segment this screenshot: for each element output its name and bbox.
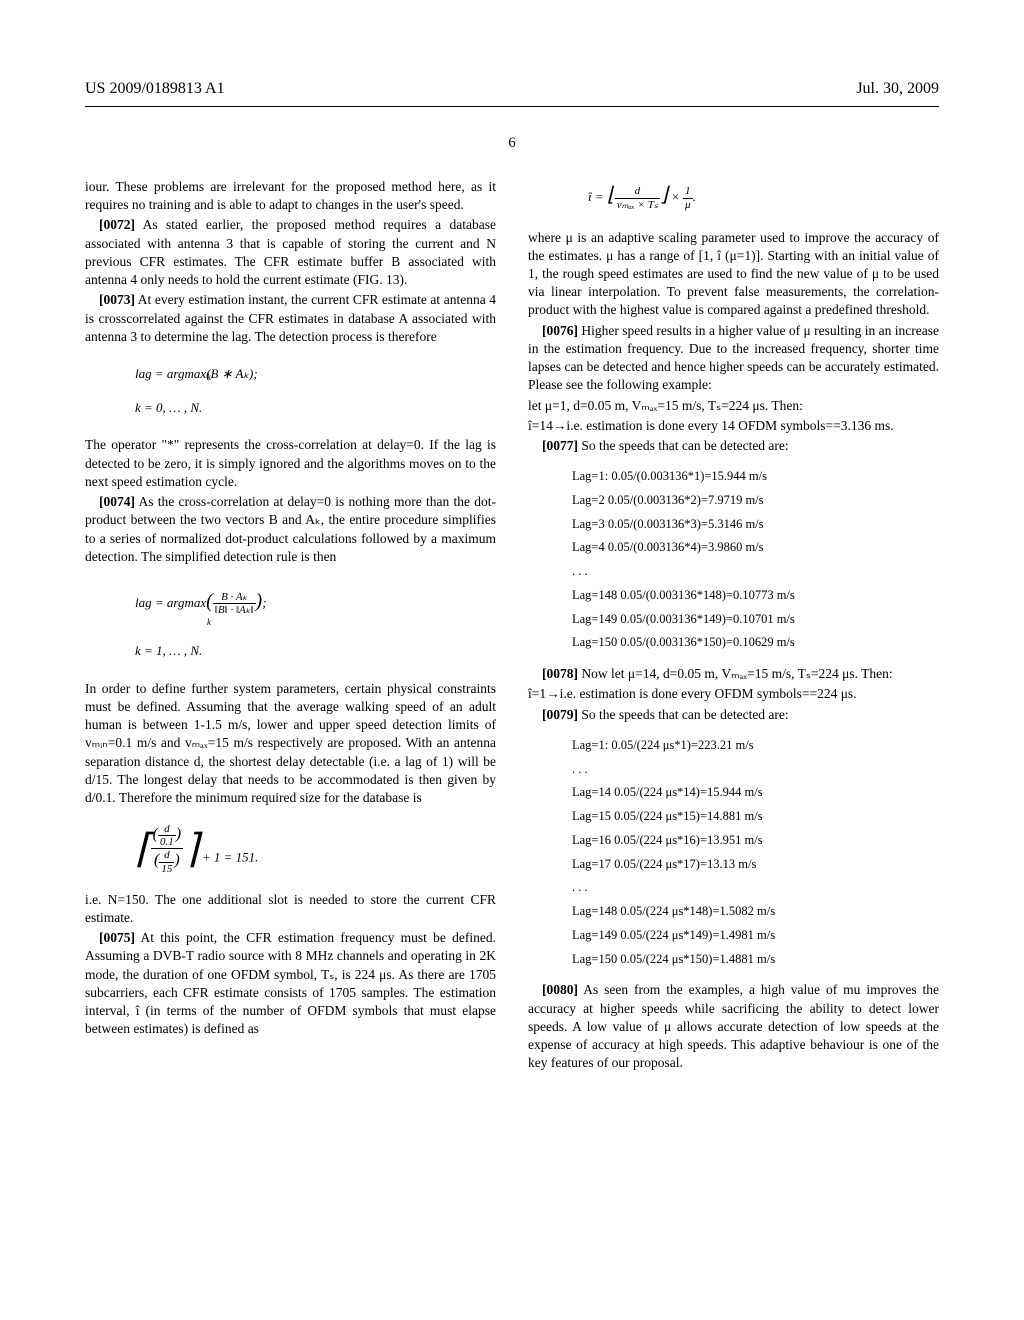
lag-item: Lag=4 0.05/(0.003136*4)=3.9860 m/s: [572, 536, 939, 560]
paragraph-after-eq1: The operator "*" represents the cross-co…: [85, 436, 496, 491]
right-column: î = ⌊dvₘₐₓ × Tₛ⌋ × 1μ. where μ is an ada…: [528, 178, 939, 1074]
lag-item: . . .: [572, 758, 939, 782]
eqtop-den2: μ: [683, 199, 693, 211]
lag-item: Lag=15 0.05/(224 μs*15)=14.881 m/s: [572, 805, 939, 829]
eqtop-tail: .: [693, 189, 696, 204]
lag-item: Lag=149 0.05/(0.003136*149)=0.10701 m/s: [572, 608, 939, 632]
para-num-0072: [0072]: [99, 217, 135, 232]
para-num-0078: [0078]: [542, 666, 578, 681]
lag-item: Lag=150 0.05/(0.003136*150)=0.10629 m/s: [572, 631, 939, 655]
lag-item: Lag=1: 0.05/(224 μs*1)=223.21 m/s: [572, 734, 939, 758]
equation-lag-normalized: lag = argmax(B · Aₖ‖B‖ · ‖Aₖ‖); k k = 1,…: [135, 582, 496, 664]
eq2-line2: k = 1, … , N.: [135, 639, 496, 664]
left-column: iour. These problems are irrelevant for …: [85, 178, 496, 1074]
eq1-line2: k = 0, … , N.: [135, 396, 496, 421]
para-text-0075: At this point, the CFR estimation freque…: [85, 930, 496, 1036]
page-header: US 2009/0189813 A1 Jul. 30, 2009: [85, 80, 939, 98]
paragraph-after-eq3: i.e. N=150. The one additional slot is n…: [85, 891, 496, 927]
eq3-upper: (d0.1): [151, 823, 183, 849]
para-num-0079: [0079]: [542, 707, 578, 722]
lag-item: Lag=150 0.05/(224 μs*150)=1.4881 m/s: [572, 948, 939, 972]
page-number: 6: [85, 135, 939, 152]
lag-item: Lag=2 0.05/(0.003136*2)=7.9719 m/s: [572, 489, 939, 513]
para-num-0077: [0077]: [542, 438, 578, 453]
para-num-0073: [0073]: [99, 292, 135, 307]
paragraph-after-eq2: In order to define further system parame…: [85, 680, 496, 808]
paragraph-after-eqtop: where μ is an adaptive scaling parameter…: [528, 229, 939, 320]
lag-item: . . .: [572, 876, 939, 900]
paragraph-0079: [0079] So the speeds that can be detecte…: [528, 706, 939, 724]
example2-line: î=1→i.e. estimation is done every OFDM s…: [528, 685, 939, 703]
paragraph-0072: [0072] As stated earlier, the proposed m…: [85, 216, 496, 289]
example1-line1: let μ=1, d=0.05 m, Vₘₐₓ=15 m/s, Tₛ=224 μ…: [528, 397, 939, 415]
para-text-0074: As the cross-correlation at delay=0 is n…: [85, 494, 496, 564]
lag-item: Lag=16 0.05/(224 μs*16)=13.951 m/s: [572, 829, 939, 853]
equation-interval: î = ⌊dvₘₐₓ × Tₛ⌋ × 1μ.: [588, 182, 939, 211]
lag-list-2: Lag=1: 0.05/(224 μs*1)=223.21 m/s . . . …: [572, 734, 939, 972]
lag-item: Lag=3 0.05/(0.003136*3)=5.3146 m/s: [572, 513, 939, 537]
paragraph-0076: [0076] Higher speed results in a higher …: [528, 322, 939, 395]
paragraph-0078: [0078] Now let μ=14, d=0.05 m, Vₘₐₓ=15 m…: [528, 665, 939, 683]
lag-list-1: Lag=1: 0.05/(0.003136*1)=15.944 m/s Lag=…: [572, 465, 939, 655]
para-num-0074: [0074]: [99, 494, 135, 509]
paragraph-0077: [0077] So the speeds that can be detecte…: [528, 437, 939, 455]
para-text-0077: So the speeds that can be detected are:: [578, 438, 789, 453]
eqtop-den: vₘₐₓ × Tₛ: [615, 199, 660, 211]
lag-item: Lag=148 0.05/(0.003136*148)=0.10773 m/s: [572, 584, 939, 608]
eq3-tail: + 1 = 151.: [199, 850, 259, 865]
para-text-0073: At every estimation instant, the current…: [85, 292, 496, 343]
para-text-0078: Now let μ=14, d=0.05 m, Vₘₐₓ=15 m/s, Tₛ=…: [578, 666, 893, 681]
eq2-num: B · Aₖ: [213, 591, 256, 604]
lag-item: Lag=148 0.05/(224 μs*148)=1.5082 m/s: [572, 900, 939, 924]
lag-item: Lag=17 0.05/(224 μs*17)=13.13 m/s: [572, 853, 939, 877]
body-columns: iour. These problems are irrelevant for …: [85, 178, 939, 1074]
para-text-0079: So the speeds that can be detected are:: [578, 707, 789, 722]
para-num-0080: [0080]: [542, 982, 578, 997]
equation-database-size: ⌈ (d0.1) (d15) ⌉ + 1 = 151.: [135, 823, 496, 874]
paragraph-0073: [0073] At every estimation instant, the …: [85, 291, 496, 346]
para-num-0075: [0075]: [99, 930, 135, 945]
paragraph-0080: [0080] As seen from the examples, a high…: [528, 981, 939, 1072]
lag-item: Lag=1: 0.05/(0.003136*1)=15.944 m/s: [572, 465, 939, 489]
para-text-0072: As stated earlier, the proposed method r…: [85, 217, 496, 287]
example1-line2: î=14→i.e. estimation is done every 14 OF…: [528, 417, 939, 435]
lag-item: . . .: [572, 560, 939, 584]
para-num-0076: [0076]: [542, 323, 578, 338]
header-rule: [85, 106, 939, 107]
eq2-den: ‖B‖ · ‖Aₖ‖: [213, 604, 256, 616]
eqtop-mid: ×: [668, 189, 683, 204]
header-left: US 2009/0189813 A1: [85, 80, 225, 98]
eqtop-num2: 1: [683, 185, 693, 198]
paragraph-0074: [0074] As the cross-correlation at delay…: [85, 493, 496, 566]
lag-item: Lag=149 0.05/(224 μs*149)=1.4981 m/s: [572, 924, 939, 948]
intro-paragraph: iour. These problems are irrelevant for …: [85, 178, 496, 214]
header-right: Jul. 30, 2009: [856, 80, 939, 98]
eq2-pre: lag = argmax: [135, 595, 206, 610]
lag-item: Lag=14 0.05/(224 μs*14)=15.944 m/s: [572, 781, 939, 805]
para-text-0076: Higher speed results in a higher value o…: [528, 323, 939, 393]
eq2-fraction: B · Aₖ‖B‖ · ‖Aₖ‖: [213, 591, 256, 616]
paragraph-0075: [0075] At this point, the CFR estimation…: [85, 929, 496, 1038]
eq3-lower: (d15): [151, 849, 183, 874]
eqtop-pre: î =: [588, 189, 607, 204]
eqtop-num: d: [615, 185, 660, 198]
para-text-0080: As seen from the examples, a high value …: [528, 982, 939, 1070]
equation-lag-argmax: lag = argmax(B ∗ Aₖ); k k = 0, … , N.: [135, 362, 496, 420]
